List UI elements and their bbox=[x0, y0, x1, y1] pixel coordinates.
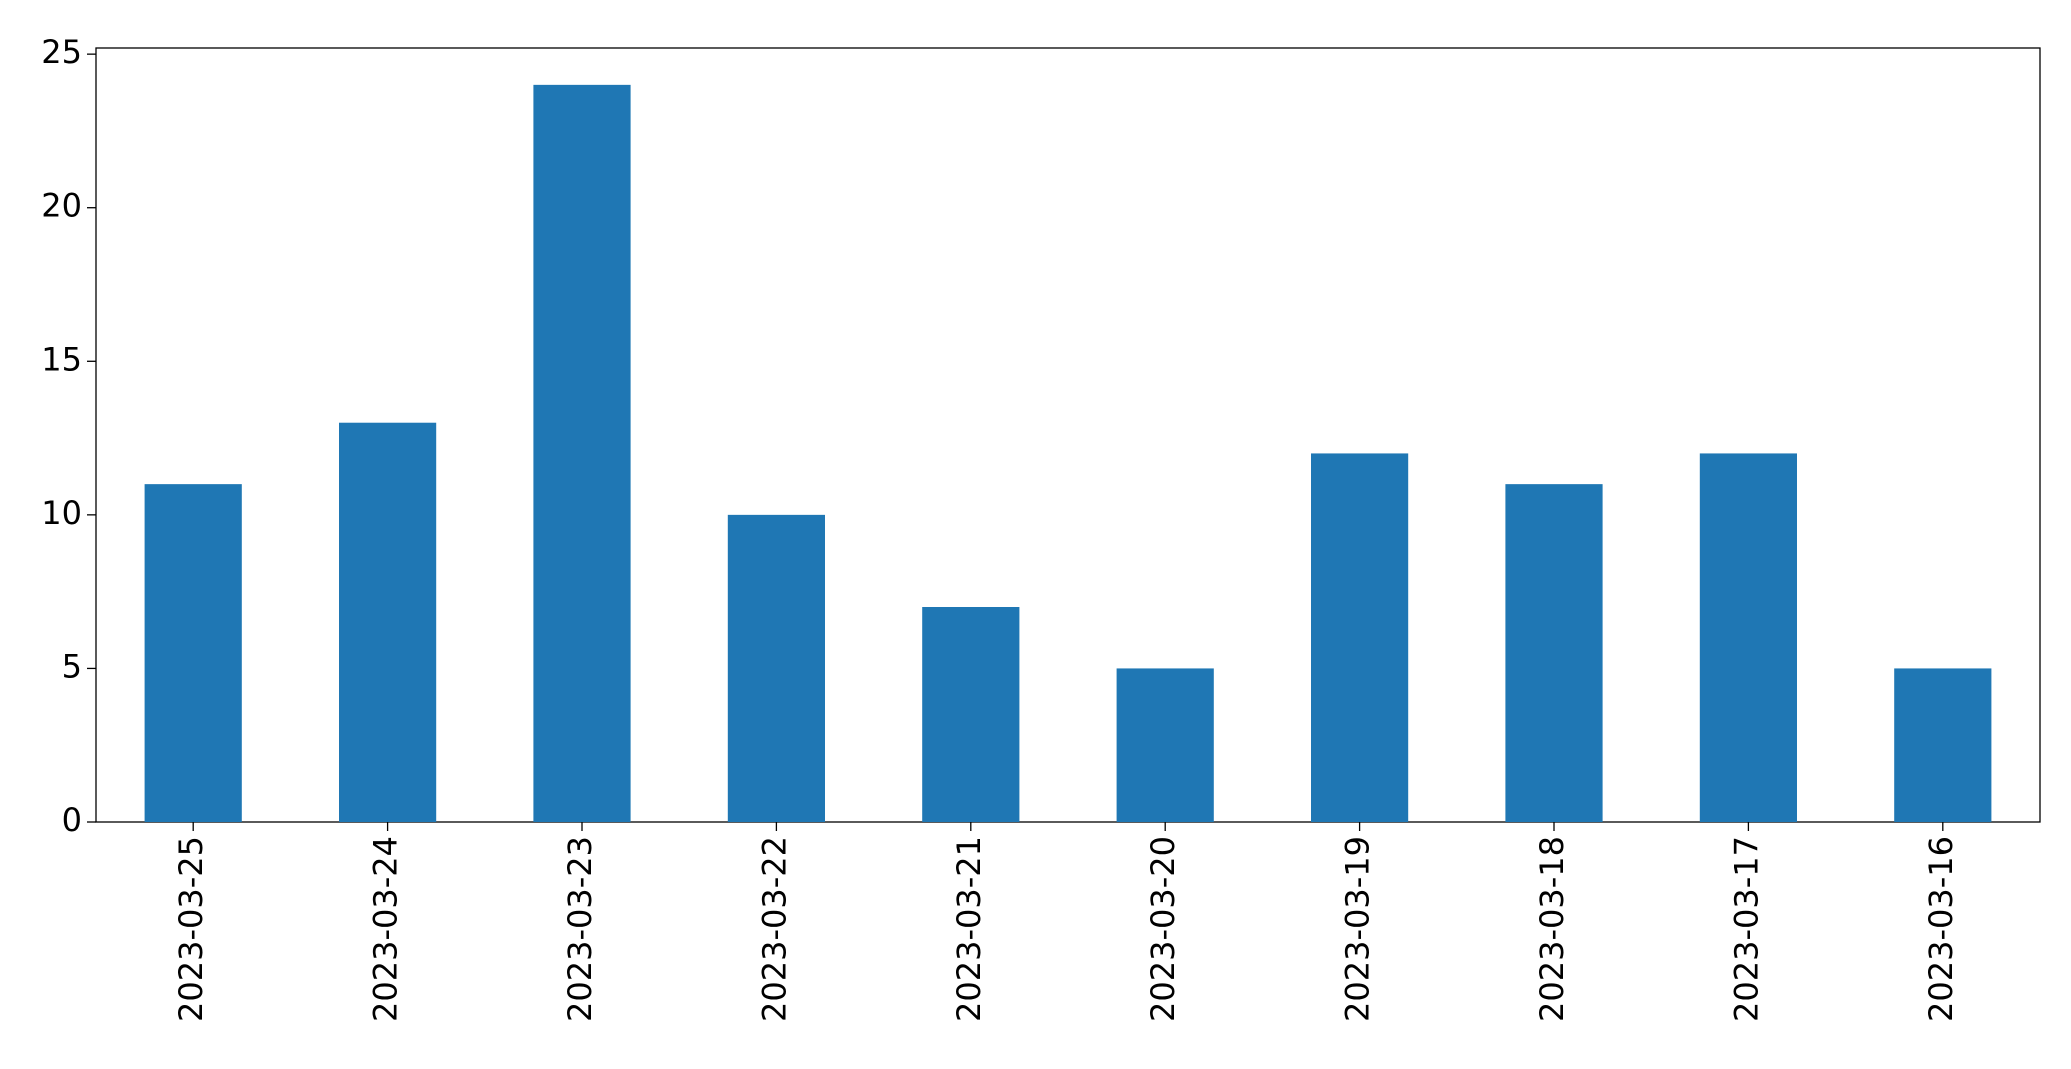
x-tick-label: 2023-03-17 bbox=[1727, 836, 1765, 1022]
bar bbox=[727, 514, 825, 822]
bar bbox=[533, 84, 631, 823]
y-tick-label: 5 bbox=[62, 647, 82, 685]
bar bbox=[144, 484, 242, 822]
bar bbox=[1699, 453, 1797, 822]
bar bbox=[1894, 668, 1992, 822]
bar bbox=[339, 422, 437, 822]
y-tick-label: 15 bbox=[41, 340, 82, 378]
y-tick-label: 20 bbox=[41, 187, 82, 225]
x-tick-label: 2023-03-18 bbox=[1533, 836, 1571, 1022]
plot-frame bbox=[95, 47, 2041, 823]
bar bbox=[1116, 668, 1214, 822]
bar bbox=[1311, 453, 1409, 822]
y-tick-label: 25 bbox=[41, 33, 82, 71]
x-tick-label: 2023-03-21 bbox=[950, 836, 988, 1022]
x-tick-label: 2023-03-20 bbox=[1144, 836, 1182, 1022]
x-tick-label: 2023-03-24 bbox=[367, 836, 405, 1022]
bar bbox=[1505, 484, 1603, 822]
x-tick-label: 2023-03-19 bbox=[1339, 836, 1377, 1022]
bar bbox=[922, 607, 1020, 822]
x-tick-label: 2023-03-25 bbox=[172, 836, 210, 1022]
x-tick-label: 2023-03-22 bbox=[755, 836, 793, 1022]
x-tick-label: 2023-03-23 bbox=[561, 836, 599, 1022]
y-tick-label: 0 bbox=[62, 801, 82, 839]
x-tick-label: 2023-03-16 bbox=[1922, 836, 1960, 1022]
y-tick-label: 10 bbox=[41, 494, 82, 532]
